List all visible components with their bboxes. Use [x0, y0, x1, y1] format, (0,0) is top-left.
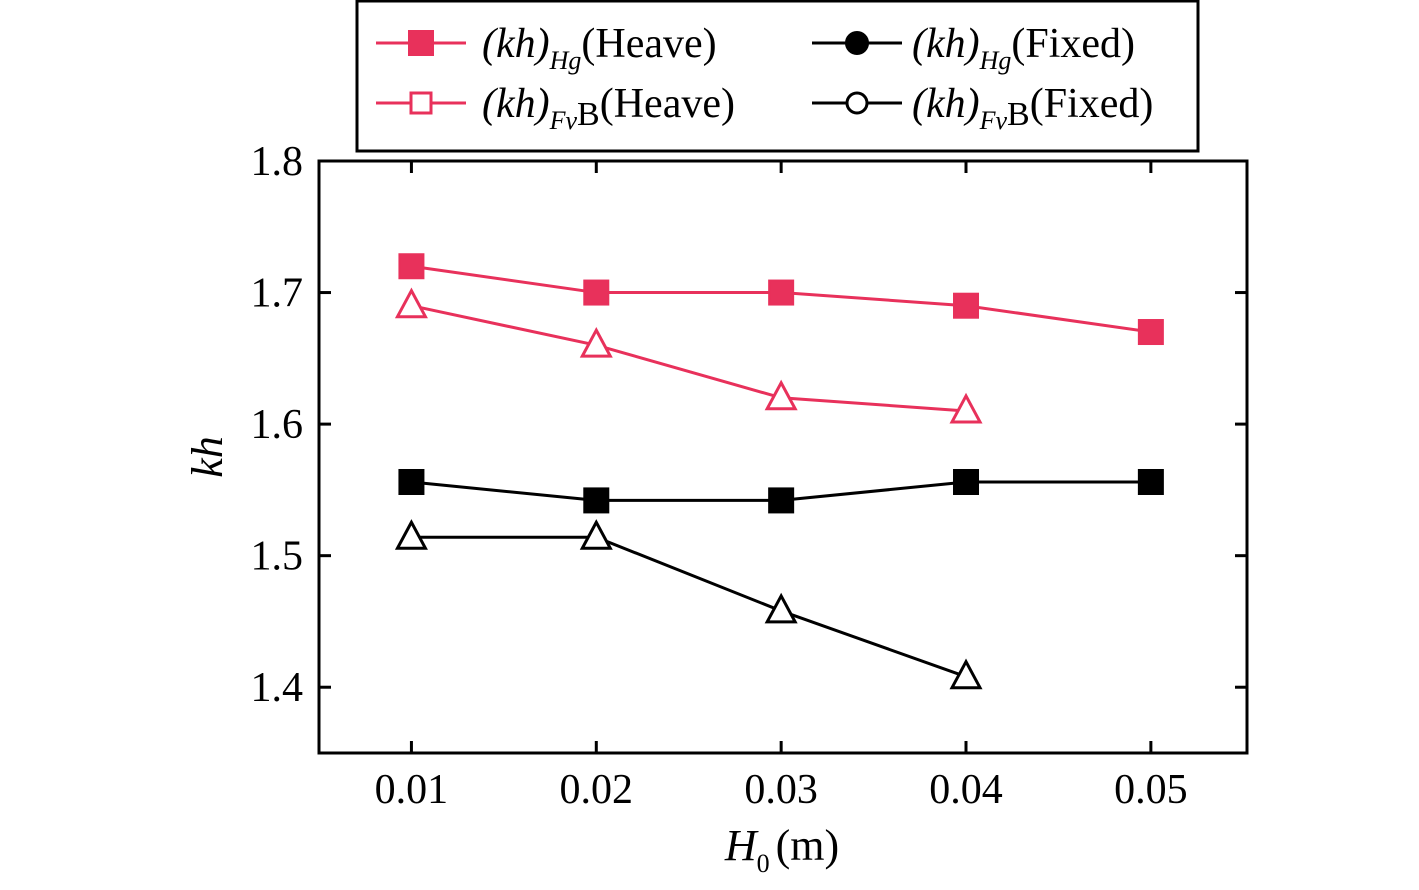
data-point-s1-3: [949, 392, 983, 424]
x-axis-unit: (m): [776, 821, 840, 870]
x-axis-title: H0 (m): [724, 821, 839, 878]
legend: (kh)Hg(Heave) (kh)Hg(Fixed) (kh)FvB(Heave)…: [355, 0, 1200, 153]
data-point-s2-2: [768, 487, 795, 514]
y-tick-label: 1.4: [251, 665, 304, 711]
data-point-s1-2: [764, 379, 798, 411]
data-point-s2-0: [398, 468, 425, 495]
y-tick-label: 1.8: [251, 139, 304, 185]
y-tick-label: 1.5: [251, 534, 304, 580]
data-point-s3-2: [764, 592, 798, 624]
legend-entry-1: (kh)Hg(Fixed): [812, 21, 1135, 75]
legend-marker: [409, 91, 433, 115]
data-point-s3-3: [949, 658, 983, 690]
data-point-s2-4: [1137, 468, 1164, 495]
data-point-s1-0: [394, 287, 428, 319]
series-layer: [394, 253, 1164, 690]
data-point-s0-0: [398, 253, 425, 280]
y-tick-label: 1.6: [251, 402, 304, 448]
x-tick-label: 0.01: [375, 767, 449, 813]
y-tick-label: 1.7: [251, 271, 304, 317]
data-point-s1-1: [579, 327, 613, 358]
x-tick-label: 0.03: [744, 767, 818, 813]
data-point-s3-1: [579, 519, 613, 550]
x-axis-sub: 0: [757, 849, 770, 878]
legend-box: [355, 0, 1200, 153]
legend-label: (kh)FvB(Heave): [482, 81, 735, 135]
series-line-1: [411, 304, 967, 413]
x-tick-label: 0.04: [929, 767, 1003, 813]
legend-label: (kh)FvB(Fixed): [912, 81, 1153, 135]
data-point-s3-0: [394, 519, 428, 550]
legend-entry-3: (kh)FvB(Fixed): [812, 81, 1153, 135]
series-line-3: [411, 535, 967, 679]
legend-label: (kh)Hg(Fixed): [912, 21, 1135, 75]
x-tick-label: 0.02: [560, 767, 634, 813]
data-point-s0-1: [583, 279, 610, 306]
x-axis-ticks: 0.01 0.02 0.03 0.04 0.05: [375, 161, 1188, 813]
legend-marker: [408, 30, 434, 56]
legend-entry-2: (kh)FvB(Heave): [376, 81, 735, 135]
x-axis-var: H: [724, 821, 759, 870]
data-point-s0-3: [953, 292, 980, 319]
legend-marker: [845, 31, 869, 55]
data-point-s0-2: [768, 279, 795, 306]
legend-marker: [845, 91, 869, 115]
data-point-s2-1: [583, 487, 610, 514]
data-point-s0-4: [1137, 319, 1164, 346]
legend-entry-0: (kh)Hg(Heave): [376, 21, 717, 75]
y-axis-title: kh: [183, 436, 232, 478]
legend-label: (kh)Hg(Heave): [482, 21, 717, 75]
y-axis-ticks: 1.4 1.5 1.6 1.7 1.8: [251, 139, 1247, 711]
plot-frame: [317, 159, 1249, 755]
data-point-s2-3: [953, 468, 980, 495]
x-tick-label: 0.05: [1114, 767, 1188, 813]
